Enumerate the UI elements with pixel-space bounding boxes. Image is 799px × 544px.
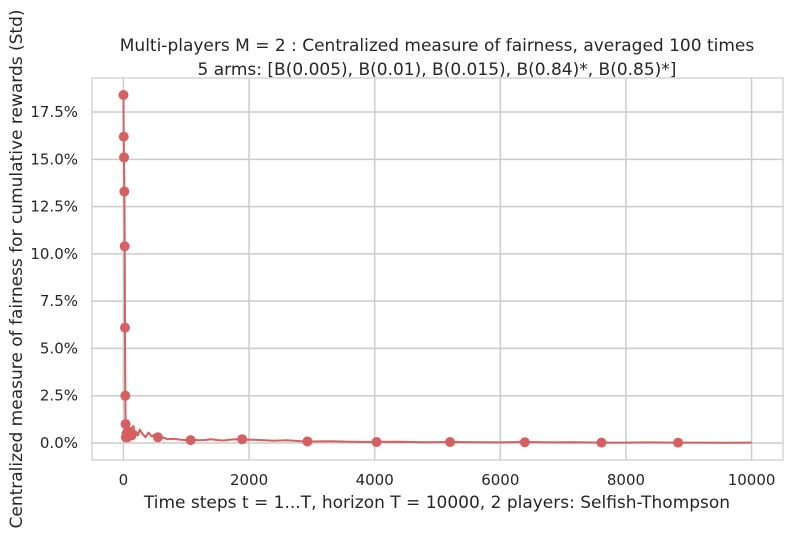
y-tick-label: 7.5% [40,292,78,310]
tick-layer: 0 2000 4000 6000 8000 10000 0.0% 2.5% 5.0% 7.5% 10… [30,103,775,489]
data-point [118,90,129,101]
x-tick-label: 6000 [481,471,519,489]
data-point [445,437,456,448]
x-tick-label: 0 [119,471,129,489]
data-point [302,436,313,447]
data-point [185,435,196,446]
y-tick-label: 17.5% [30,103,78,121]
data-point [120,390,131,401]
data-point [119,322,130,333]
grid-layer [92,78,783,460]
chart-title: Multi-players M = 2 : Centralized measur… [120,36,755,56]
data-point [118,131,129,142]
data-point [237,434,248,445]
y-axis-label: Centralized measure of fairness for cumu… [7,9,27,528]
y-tick-label: 5.0% [40,339,78,357]
chart-subtitle: 5 arms: [B(0.005), B(0.01), B(0.015), B(… [198,60,677,80]
data-point [673,437,684,448]
x-tick-label: 10000 [728,471,776,489]
data-point [596,437,607,448]
data-point [371,437,382,448]
data-point [119,241,130,252]
y-tick-label: 10.0% [30,245,78,263]
y-tick-label: 2.5% [40,387,78,405]
y-tick-label: 15.0% [30,150,78,168]
data-point [519,437,530,448]
y-tick-label: 0.0% [40,434,78,452]
data-point [152,432,163,443]
x-tick-label: 8000 [607,471,645,489]
data-point [126,430,137,441]
data-point [119,152,130,163]
x-axis-label: Time steps t = 1...T, horizon T = 10000,… [143,493,730,513]
x-tick-label: 4000 [356,471,394,489]
y-tick-label: 12.5% [30,198,78,216]
x-tick-label: 2000 [230,471,268,489]
series-layer [118,90,752,448]
plot-area [91,77,784,461]
data-point [119,186,130,197]
data-point [120,419,131,430]
